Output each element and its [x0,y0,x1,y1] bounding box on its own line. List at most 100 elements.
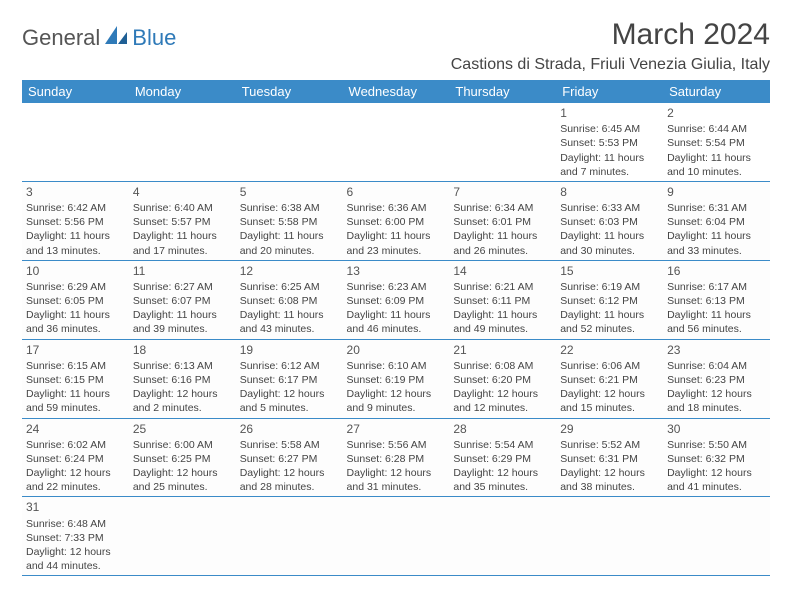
day-number: 28 [453,421,552,437]
daylight-line-1: Daylight: 11 hours [667,229,766,243]
daylight-line-1: Daylight: 12 hours [453,387,552,401]
day-number: 12 [240,263,339,279]
sunset-line: Sunset: 6:03 PM [560,215,659,229]
calendar-cell [236,497,343,576]
daylight-line-2: and 10 minutes. [667,165,766,179]
sunset-line: Sunset: 6:24 PM [26,452,125,466]
sunset-line: Sunset: 6:00 PM [347,215,446,229]
sunset-line: Sunset: 6:27 PM [240,452,339,466]
daylight-line-1: Daylight: 11 hours [133,229,232,243]
daylight-line-1: Daylight: 11 hours [560,308,659,322]
weekday-saturday: Saturday [663,80,770,103]
day-number: 26 [240,421,339,437]
sunset-line: Sunset: 6:07 PM [133,294,232,308]
sunset-line: Sunset: 6:08 PM [240,294,339,308]
day-number: 22 [560,342,659,358]
calendar-cell: 13Sunrise: 6:23 AMSunset: 6:09 PMDayligh… [343,260,450,339]
sunset-line: Sunset: 6:20 PM [453,373,552,387]
daylight-line-1: Daylight: 12 hours [240,466,339,480]
sunset-line: Sunset: 6:25 PM [133,452,232,466]
calendar-cell [236,103,343,181]
daylight-line-2: and 17 minutes. [133,244,232,258]
day-number: 17 [26,342,125,358]
day-number: 11 [133,263,232,279]
calendar-cell [343,497,450,576]
sunset-line: Sunset: 6:05 PM [26,294,125,308]
daylight-line-1: Daylight: 11 hours [347,229,446,243]
sunrise-line: Sunrise: 6:27 AM [133,280,232,294]
weekday-wednesday: Wednesday [343,80,450,103]
day-number: 14 [453,263,552,279]
daylight-line-2: and 13 minutes. [26,244,125,258]
sunrise-line: Sunrise: 6:23 AM [347,280,446,294]
day-number: 8 [560,184,659,200]
day-number: 4 [133,184,232,200]
day-number: 18 [133,342,232,358]
daylight-line-1: Daylight: 11 hours [453,229,552,243]
daylight-line-2: and 20 minutes. [240,244,339,258]
calendar-row: 17Sunrise: 6:15 AMSunset: 6:15 PMDayligh… [22,339,770,418]
calendar-cell [663,497,770,576]
sunset-line: Sunset: 6:17 PM [240,373,339,387]
day-number: 20 [347,342,446,358]
sunrise-line: Sunrise: 6:31 AM [667,201,766,215]
daylight-line-2: and 25 minutes. [133,480,232,494]
daylight-line-1: Daylight: 12 hours [560,466,659,480]
daylight-line-1: Daylight: 11 hours [240,308,339,322]
daylight-line-1: Daylight: 11 hours [667,151,766,165]
sunrise-line: Sunrise: 5:50 AM [667,438,766,452]
calendar-row: 3Sunrise: 6:42 AMSunset: 5:56 PMDaylight… [22,181,770,260]
sunrise-line: Sunrise: 5:56 AM [347,438,446,452]
calendar-cell: 27Sunrise: 5:56 AMSunset: 6:28 PMDayligh… [343,418,450,497]
daylight-line-2: and 44 minutes. [26,559,125,573]
sunrise-line: Sunrise: 6:40 AM [133,201,232,215]
day-number: 2 [667,105,766,121]
calendar-cell: 19Sunrise: 6:12 AMSunset: 6:17 PMDayligh… [236,339,343,418]
day-number: 10 [26,263,125,279]
daylight-line-2: and 38 minutes. [560,480,659,494]
daylight-line-2: and 9 minutes. [347,401,446,415]
sunset-line: Sunset: 7:33 PM [26,531,125,545]
daylight-line-1: Daylight: 12 hours [347,387,446,401]
calendar-table: Sunday Monday Tuesday Wednesday Thursday… [22,80,770,576]
calendar-cell: 1Sunrise: 6:45 AMSunset: 5:53 PMDaylight… [556,103,663,181]
weekday-thursday: Thursday [449,80,556,103]
calendar-cell: 5Sunrise: 6:38 AMSunset: 5:58 PMDaylight… [236,181,343,260]
weekday-tuesday: Tuesday [236,80,343,103]
calendar-cell: 9Sunrise: 6:31 AMSunset: 6:04 PMDaylight… [663,181,770,260]
daylight-line-2: and 31 minutes. [347,480,446,494]
daylight-line-1: Daylight: 12 hours [133,466,232,480]
daylight-line-2: and 39 minutes. [133,322,232,336]
day-number: 3 [26,184,125,200]
daylight-line-2: and 46 minutes. [347,322,446,336]
day-number: 21 [453,342,552,358]
daylight-line-2: and 56 minutes. [667,322,766,336]
daylight-line-2: and 59 minutes. [26,401,125,415]
sunrise-line: Sunrise: 6:19 AM [560,280,659,294]
daylight-line-2: and 36 minutes. [26,322,125,336]
day-number: 31 [26,499,125,515]
sunset-line: Sunset: 5:57 PM [133,215,232,229]
location: Castions di Strada, Friuli Venezia Giuli… [451,56,770,74]
day-number: 13 [347,263,446,279]
daylight-line-1: Daylight: 12 hours [240,387,339,401]
sunrise-line: Sunrise: 6:42 AM [26,201,125,215]
sunset-line: Sunset: 6:15 PM [26,373,125,387]
sunset-line: Sunset: 6:04 PM [667,215,766,229]
daylight-line-2: and 35 minutes. [453,480,552,494]
daylight-line-1: Daylight: 11 hours [240,229,339,243]
daylight-line-2: and 49 minutes. [453,322,552,336]
daylight-line-1: Daylight: 11 hours [453,308,552,322]
calendar-cell: 20Sunrise: 6:10 AMSunset: 6:19 PMDayligh… [343,339,450,418]
sunrise-line: Sunrise: 6:38 AM [240,201,339,215]
daylight-line-2: and 26 minutes. [453,244,552,258]
daylight-line-1: Daylight: 11 hours [26,229,125,243]
calendar-cell [556,497,663,576]
daylight-line-1: Daylight: 12 hours [26,466,125,480]
daylight-line-2: and 22 minutes. [26,480,125,494]
sail-icon [103,24,129,51]
sunset-line: Sunset: 6:01 PM [453,215,552,229]
weekday-friday: Friday [556,80,663,103]
daylight-line-1: Daylight: 12 hours [667,466,766,480]
calendar-cell: 29Sunrise: 5:52 AMSunset: 6:31 PMDayligh… [556,418,663,497]
